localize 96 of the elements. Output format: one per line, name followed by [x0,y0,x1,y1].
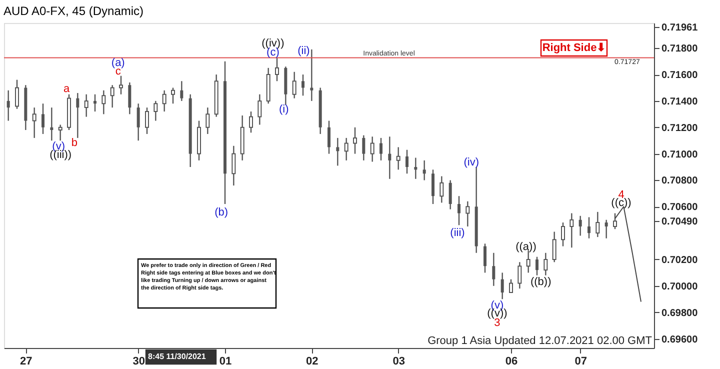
candlestick [466,200,470,228]
candlestick [552,231,556,263]
annotation: ((iv)) [262,37,284,50]
candlestick [145,106,149,135]
candlestick [258,94,262,126]
candlestick [171,87,175,104]
y-tick-label: 0.70800 [662,176,698,187]
y-tick-label: 0.71200 [662,122,698,134]
candlestick [94,94,96,112]
candlestick [432,169,434,205]
annotation: b [71,136,78,149]
candlestick [509,278,513,294]
annotation: ((iii)) [50,148,72,161]
candlestick [380,137,382,161]
candlestick [6,90,10,122]
candlestick [406,149,408,174]
annotation: Group 1 Asia Updated 12.07.2021 02.00 GMT [428,335,652,347]
candlestick [492,252,496,287]
x-tick-label: 06 [505,356,518,368]
y-tick-label: 0.70000 [662,281,698,292]
candlestick [396,146,400,170]
candlestick [484,243,486,274]
candlestick [206,106,210,135]
candlestick [388,136,392,180]
candlestick [570,212,574,248]
y-tick-label: 0.71800 [662,44,698,55]
x-tick-label: 30 [132,356,145,368]
candlestick [84,94,88,118]
candlestick [310,48,314,102]
candlestick [370,136,374,162]
candlestick [613,212,617,230]
candlestick [578,215,582,236]
candlestick [604,219,608,239]
candlestick [292,71,296,99]
candlestick [362,134,366,161]
candlestick [328,120,330,154]
candlestick [32,106,36,139]
annotation: ((a)) [516,240,536,253]
candlestick [561,222,565,247]
y-tick-label: 0.71400 [662,96,698,108]
candlestick [302,74,304,96]
y-tick-label: 0.70600 [662,202,698,214]
candlestick [353,126,357,154]
x-tick-label: 07 [574,356,587,368]
candlestick [76,92,80,139]
annotation: (ii) [298,44,310,57]
x-tick-label: 27 [20,356,32,368]
annotation: (i) [278,103,289,116]
candlestick [15,79,19,110]
candlestick [422,160,426,181]
candlestick [448,180,452,210]
x-tick-label: 01 [219,356,232,368]
annotation: (iii) [450,226,465,239]
x-tick-label: 02 [306,356,318,368]
y-tick-label: 0.70490 [662,216,698,228]
y-tick-label: 0.70200 [662,254,698,266]
annotation: (iv) [464,156,480,168]
candlestick [50,106,54,142]
candlestick [588,216,590,239]
candlestick [336,137,340,166]
text: 8:45 11/30/2021 [148,352,206,361]
candlestick [458,195,460,226]
candlestick [500,272,504,300]
candlestick [440,176,444,204]
candlestick [518,262,522,290]
chart-title: AUD A0-FX, 45 (Dynamic) [4,4,144,18]
annotation: ((c)) [611,197,632,210]
annotation: (c) [266,46,280,59]
candlestick [596,211,600,238]
candlestick [414,157,418,180]
candlestick [136,102,140,142]
annotation: a [63,82,70,95]
candlestick [249,110,253,134]
candlestick [58,124,62,142]
candlestick [128,82,132,115]
candlestick [232,145,236,186]
candlestick [110,84,114,108]
candlestick [162,90,166,112]
annotation: ((b)) [530,276,552,288]
candlestick [102,90,106,115]
candlestick [180,80,184,102]
y-tick-label: 0.69600 [662,334,698,346]
candlestick [544,252,548,276]
candlestick [536,256,538,276]
candlestick [275,56,279,82]
annotation: (b) [214,206,228,218]
y-tick-label: 0.71000 [662,149,698,160]
candlestick [154,100,158,122]
x-tick-label: 03 [392,356,405,368]
candlestick [119,75,123,95]
y-tick-label: 0.71961 [662,22,698,34]
candlestick [344,137,348,161]
candlestick [42,102,44,135]
annotation: Right Side⬇ [542,42,606,54]
y-tick-label: 0.71600 [662,70,698,82]
y-tick-label: 0.69800 [662,308,698,319]
